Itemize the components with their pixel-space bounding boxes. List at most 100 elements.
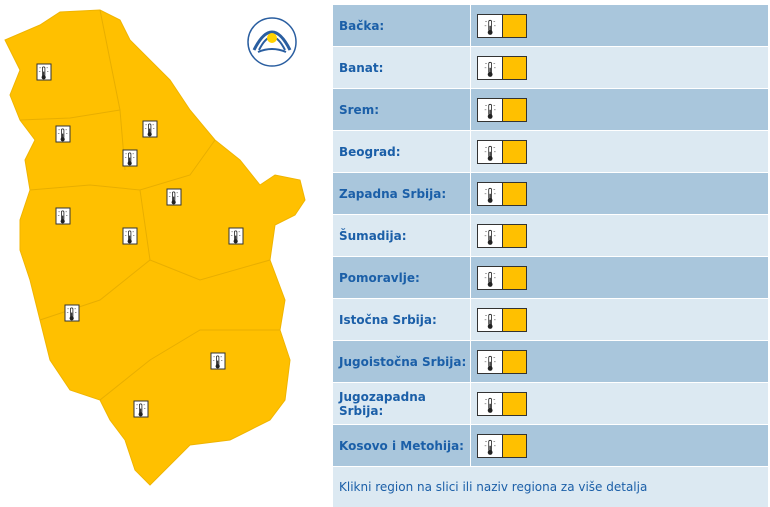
warning-icon[interactable] <box>477 265 527 290</box>
thermometer-box <box>478 224 503 247</box>
warning-icon[interactable] <box>477 391 527 416</box>
map-pin[interactable] <box>142 120 158 138</box>
thermometer-part <box>60 137 65 142</box>
thermometer-part <box>487 407 493 413</box>
thermometer-glyph <box>484 19 496 35</box>
region-name[interactable]: Bačka: <box>333 5 471 46</box>
region-name[interactable]: Beograd: <box>333 131 471 172</box>
warning-icon[interactable] <box>477 13 527 38</box>
rows: Bačka: Banat: Srem: Beograd: Zapadna Srbija:… <box>333 5 768 467</box>
thermometer-part <box>487 239 493 245</box>
thermometer-part <box>487 29 493 35</box>
thermometer-part <box>127 239 132 244</box>
region-name[interactable]: Jugoistočna Srbija: <box>333 341 471 382</box>
thermometer-part <box>487 365 493 371</box>
thermometer-glyph <box>484 187 496 203</box>
warning-level <box>503 140 526 163</box>
map-pin[interactable] <box>122 227 138 245</box>
map-pin[interactable] <box>228 227 244 245</box>
thermometer-box <box>478 434 503 457</box>
map-pin[interactable] <box>133 400 149 418</box>
warning-icon[interactable] <box>477 349 527 374</box>
map-pin[interactable] <box>210 352 226 370</box>
region-row[interactable]: Beograd: <box>333 131 768 173</box>
logo <box>247 17 297 67</box>
region-row[interactable]: Kosovo i Metohija: <box>333 425 768 467</box>
thermometer-box <box>478 266 503 289</box>
warning-level <box>503 350 526 373</box>
thermometer-part <box>487 197 493 203</box>
thermometer-part <box>487 155 493 161</box>
region-name[interactable]: Banat: <box>333 47 471 88</box>
thermometer-part <box>41 75 46 80</box>
map-pin[interactable] <box>64 304 80 322</box>
thermometer-box <box>478 308 503 331</box>
map-pin[interactable] <box>55 125 71 143</box>
thermometer-glyph <box>484 103 496 119</box>
thermometer-box <box>478 98 503 121</box>
region-row[interactable]: Jugoistočna Srbija: <box>333 341 768 383</box>
region-row[interactable]: Šumadija: <box>333 215 768 257</box>
thermometer-part <box>171 200 176 205</box>
region-name[interactable]: Pomoravlje: <box>333 257 471 298</box>
warning-icon[interactable] <box>477 55 527 80</box>
region-name[interactable]: Šumadija: <box>333 215 471 256</box>
thermometer-glyph <box>484 313 496 329</box>
region-row[interactable]: Banat: <box>333 47 768 89</box>
thermometer-part <box>147 132 152 137</box>
thermometer-part <box>138 412 143 417</box>
region-row[interactable]: Istočna Srbija: <box>333 299 768 341</box>
warning-icon[interactable] <box>477 223 527 248</box>
thermometer-box <box>478 56 503 79</box>
country-shape[interactable] <box>4 9 306 486</box>
thermometer-box <box>478 140 503 163</box>
region-name[interactable]: Zapadna Srbija: <box>333 173 471 214</box>
warning-level <box>503 392 526 415</box>
warning-level <box>503 182 526 205</box>
thermometer-part <box>60 219 65 224</box>
thermometer-glyph <box>484 271 496 287</box>
thermometer-glyph <box>484 397 496 413</box>
thermometer-box <box>478 392 503 415</box>
region-name[interactable]: Istočna Srbija: <box>333 299 471 340</box>
thermometer-part <box>215 364 220 369</box>
thermometer-part <box>233 239 238 244</box>
thermometer-part <box>69 316 74 321</box>
warning-icon[interactable] <box>477 433 527 458</box>
thermometer-glyph <box>484 439 496 455</box>
map-pin[interactable] <box>55 207 71 225</box>
warning-level <box>503 266 526 289</box>
region-name[interactable]: Kosovo i Metohija: <box>333 425 471 466</box>
warning-level <box>503 56 526 79</box>
map-pin[interactable] <box>36 63 52 81</box>
thermometer-part <box>487 323 493 329</box>
map-pin[interactable] <box>166 188 182 206</box>
warning-icon[interactable] <box>477 181 527 206</box>
thermometer-glyph <box>484 145 496 161</box>
thermometer-glyph <box>484 61 496 77</box>
region-row[interactable]: Bačka: <box>333 5 768 47</box>
warning-icon[interactable] <box>477 97 527 122</box>
map[interactable] <box>0 0 330 489</box>
region-list: Bačka: Banat: Srem: Beograd: Zapadna Srbija:… <box>333 5 768 507</box>
region-row[interactable]: Srem: <box>333 89 768 131</box>
warning-icon[interactable] <box>477 307 527 332</box>
thermometer-part <box>487 71 493 77</box>
thermometer-box <box>478 182 503 205</box>
warning-level <box>503 224 526 247</box>
thermometer-part <box>487 449 493 455</box>
region-name[interactable]: Jugozapadna Srbija: <box>333 383 471 424</box>
thermometer-box <box>478 350 503 373</box>
warning-level <box>503 308 526 331</box>
thermometer-part <box>127 161 132 166</box>
warning-icon[interactable] <box>477 139 527 164</box>
region-row[interactable]: Jugozapadna Srbija: <box>333 383 768 425</box>
region-row[interactable]: Pomoravlje: <box>333 257 768 299</box>
region-name[interactable]: Srem: <box>333 89 471 130</box>
thermometer-glyph <box>484 229 496 245</box>
map-pin[interactable] <box>122 149 138 167</box>
warning-level <box>503 98 526 121</box>
region-row[interactable]: Zapadna Srbija: <box>333 173 768 215</box>
region-borders <box>19 9 280 401</box>
